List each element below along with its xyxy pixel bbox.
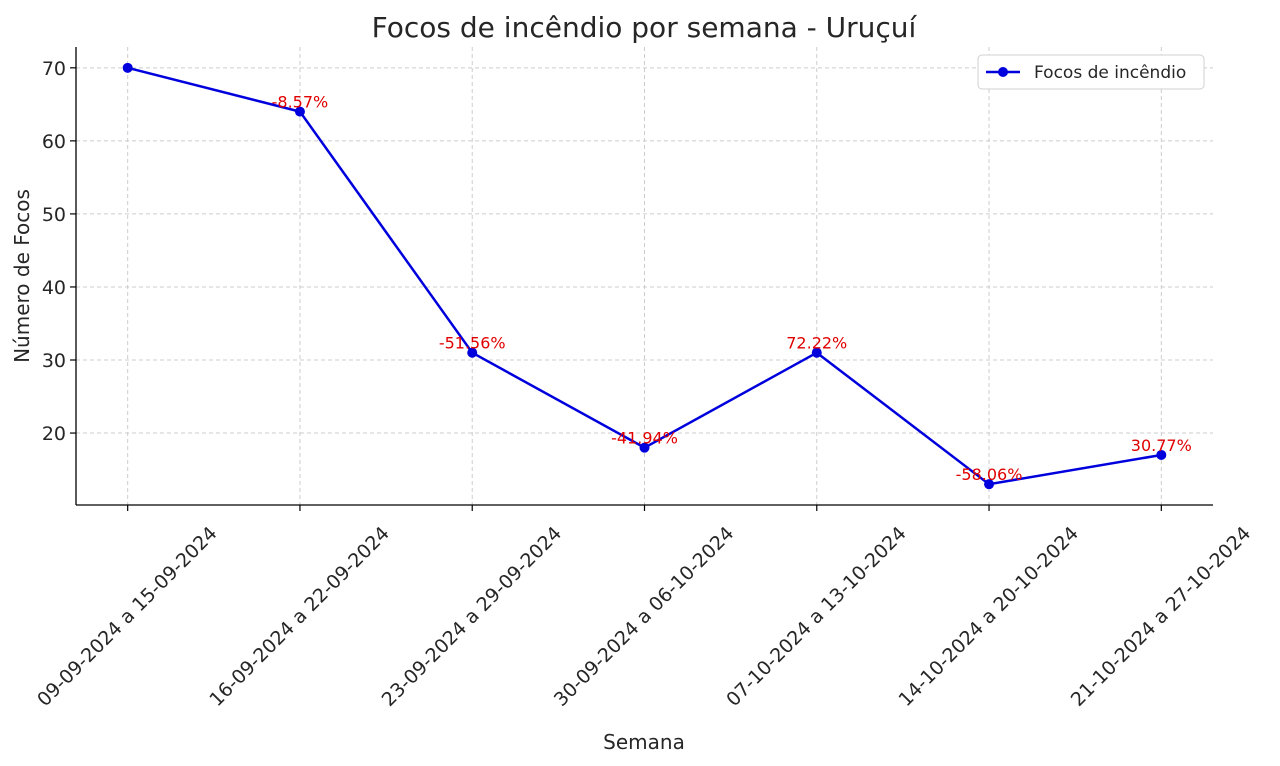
data-point	[984, 479, 995, 490]
data-point	[294, 106, 305, 117]
y-tick-label: 60	[42, 131, 66, 153]
series	[122, 62, 1167, 490]
x-tick-label: 09-09-2024 a 15-09-2024	[33, 522, 221, 710]
x-tick-label: 14-10-2024 a 20-10-2024	[894, 522, 1082, 710]
y-tick-label: 50	[42, 204, 66, 226]
data-point	[811, 347, 822, 358]
x-tick-label: 21-10-2024 a 27-10-2024	[1067, 522, 1255, 710]
percent-change-label: -8.57%	[272, 93, 329, 112]
percent-change-label: 72.22%	[786, 334, 847, 353]
chart-title: Focos de incêndio por semana - Uruçuí	[372, 11, 918, 44]
grid	[76, 47, 1213, 505]
y-axis-label: Número de Focos	[10, 189, 34, 363]
annotations: -8.57% -51.56% -41.94% 72.22% -58.06% 30.77%	[272, 93, 1192, 485]
percent-change-label: -41.94%	[611, 429, 678, 448]
y-tick-label: 40	[42, 277, 66, 299]
y-tick-label: 70	[42, 58, 66, 80]
percent-change-label: -58.06%	[956, 465, 1023, 484]
data-point	[122, 62, 133, 73]
y-tick-label: 20	[42, 423, 66, 445]
legend: Focos de incêndio	[977, 54, 1205, 90]
x-axis-label: Semana	[603, 730, 685, 754]
percent-change-label: -51.56%	[439, 334, 506, 353]
data-point	[467, 347, 478, 358]
legend-label: Focos de incêndio	[1034, 63, 1186, 83]
x-tick-label: 16-09-2024 a 22-09-2024	[205, 522, 393, 710]
percent-change-label: 30.77%	[1131, 436, 1192, 455]
y-tick-label: 30	[42, 350, 66, 372]
x-tick-label: 30-09-2024 a 06-10-2024	[550, 522, 738, 710]
x-tick-label: 23-09-2024 a 29-09-2024	[378, 522, 566, 710]
legend-box	[977, 54, 1205, 90]
legend-marker-swatch	[998, 67, 1008, 77]
data-point	[1156, 449, 1167, 460]
x-tick-label: 07-10-2024 a 13-10-2024	[722, 522, 910, 710]
data-point	[639, 442, 650, 453]
